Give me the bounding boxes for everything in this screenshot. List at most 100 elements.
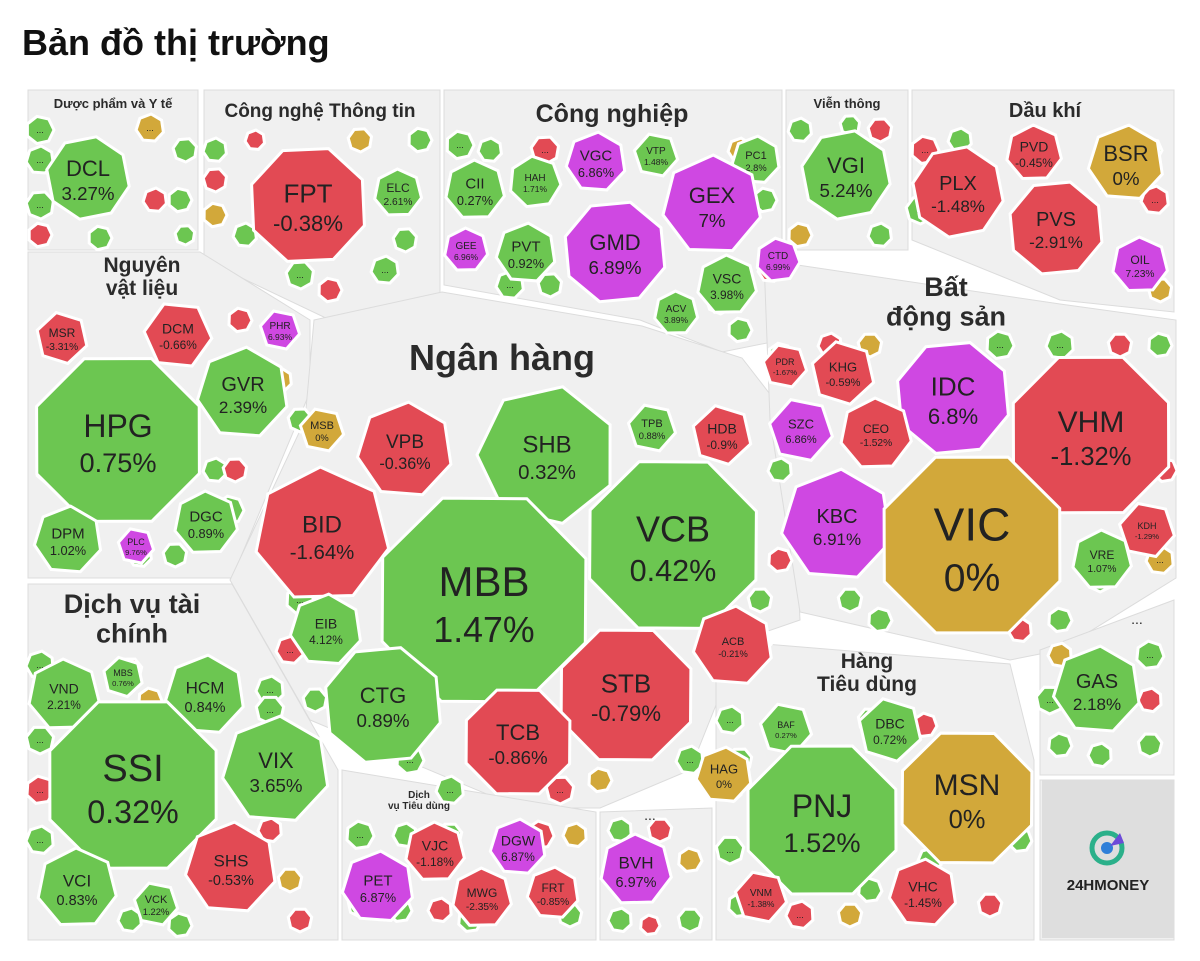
tile-acv[interactable]: [653, 289, 700, 335]
tile-frt[interactable]: [525, 865, 580, 919]
treemap-cell[interactable]: [141, 186, 168, 213]
tile-vnm[interactable]: [733, 870, 789, 924]
treemap-cell[interactable]: [231, 221, 258, 248]
tile-hdb[interactable]: [691, 404, 753, 466]
tile-bid[interactable]: [254, 465, 391, 599]
treemap-cell[interactable]: [24, 144, 55, 175]
treemap-cell[interactable]: [201, 136, 228, 163]
treemap-cell[interactable]: [161, 542, 189, 569]
tile-tpb[interactable]: [626, 403, 678, 453]
treemap-cell[interactable]: [1136, 686, 1163, 714]
tile-kbc[interactable]: [779, 467, 893, 579]
treemap-cell[interactable]: [639, 913, 662, 937]
treemap-cell[interactable]: [714, 835, 746, 866]
tile-elc[interactable]: [373, 167, 424, 217]
tile-pdr[interactable]: [761, 343, 809, 389]
treemap-cell[interactable]: [606, 906, 633, 934]
tile-pvs[interactable]: [1008, 180, 1104, 276]
treemap-cell[interactable]: [746, 587, 774, 614]
tile-vck[interactable]: [132, 881, 180, 927]
treemap-cell[interactable]: [27, 221, 54, 249]
tile-vre[interactable]: [1071, 528, 1134, 589]
treemap-cell[interactable]: [767, 546, 794, 574]
treemap-cell[interactable]: [867, 606, 894, 634]
treemap-cell[interactable]: [243, 128, 267, 151]
tile-cii[interactable]: [444, 158, 507, 219]
tile-idc[interactable]: [896, 341, 1010, 455]
treemap-cell[interactable]: [1047, 606, 1074, 634]
tile-pnj[interactable]: [746, 744, 898, 896]
tile-vix[interactable]: [220, 714, 330, 822]
treemap-cell[interactable]: [134, 112, 165, 143]
treemap-cell[interactable]: [345, 819, 376, 850]
treemap-cell[interactable]: [1047, 731, 1074, 758]
treemap-cell[interactable]: [1135, 639, 1166, 670]
tile-vci[interactable]: [36, 846, 118, 927]
tile-oil[interactable]: [1111, 235, 1170, 293]
tile-kdh[interactable]: [1117, 501, 1177, 559]
tile-bsr[interactable]: [1086, 123, 1164, 200]
treemap-cell[interactable]: [346, 127, 374, 154]
treemap-cell[interactable]: [836, 902, 864, 929]
treemap-cell[interactable]: [866, 221, 893, 248]
tile-khg[interactable]: [810, 340, 876, 406]
tile-shb[interactable]: [475, 385, 612, 525]
tile-vjc[interactable]: [404, 820, 467, 881]
treemap-cell[interactable]: [286, 907, 314, 934]
tile-hpg[interactable]: [35, 357, 201, 523]
tile-shs[interactable]: [183, 820, 277, 913]
tile-ceo[interactable]: [839, 396, 913, 469]
treemap-cell[interactable]: [985, 329, 1016, 361]
treemap-cell[interactable]: [677, 846, 704, 873]
tile-vgi[interactable]: [800, 129, 892, 221]
tile-dgc[interactable]: [173, 489, 240, 554]
tile-stb[interactable]: [559, 628, 693, 762]
tile-fpt[interactable]: [250, 147, 366, 263]
treemap-cell[interactable]: [227, 306, 254, 334]
tile-phr[interactable]: [258, 309, 302, 351]
treemap-cell[interactable]: [1086, 741, 1113, 769]
treemap-cell[interactable]: [676, 907, 704, 934]
tile-plx[interactable]: [911, 145, 1005, 239]
tile-tcb[interactable]: [464, 688, 572, 796]
tile-vsc[interactable]: [696, 253, 759, 314]
tile-vic[interactable]: [882, 455, 1062, 635]
treemap-cell[interactable]: [25, 114, 56, 146]
tile-dcm[interactable]: [142, 302, 214, 368]
tile-gex[interactable]: [661, 153, 763, 253]
treemap-cell[interactable]: [786, 116, 813, 143]
treemap-cell[interactable]: [434, 774, 465, 805]
treemap-cell[interactable]: [1106, 332, 1134, 359]
treemap-cell[interactable]: [836, 587, 864, 614]
treemap-cell[interactable]: [407, 126, 434, 154]
treemap-cell[interactable]: [445, 129, 476, 161]
tile-ctg[interactable]: [324, 646, 442, 764]
treemap-cell[interactable]: [561, 821, 588, 849]
tile-acb[interactable]: [691, 604, 773, 685]
treemap-cell[interactable]: [946, 126, 973, 153]
tile-gee[interactable]: [443, 226, 490, 272]
treemap-cell[interactable]: [476, 136, 503, 163]
treemap-cell[interactable]: [646, 817, 674, 844]
tile-ctd[interactable]: [755, 236, 802, 283]
tile-msb[interactable]: [298, 407, 346, 453]
tile-msn[interactable]: [900, 731, 1034, 865]
treemap-cell[interactable]: [167, 186, 194, 214]
tile-mwg[interactable]: [451, 866, 514, 927]
tile-dcl[interactable]: [45, 135, 131, 221]
tile-hcm[interactable]: [163, 653, 245, 734]
tile-vgc[interactable]: [564, 130, 627, 192]
tile-dbc[interactable]: [857, 697, 923, 763]
tile-pvd[interactable]: [1005, 123, 1064, 181]
tile-msr[interactable]: [35, 310, 89, 366]
treemap-cell[interactable]: [317, 276, 344, 304]
treemap-cell[interactable]: [173, 224, 197, 247]
treemap-cell[interactable]: [24, 824, 55, 855]
treemap-cell[interactable]: [727, 316, 754, 344]
treemap-cell[interactable]: [714, 704, 745, 735]
treemap-cell[interactable]: [587, 766, 614, 794]
treemap-cell[interactable]: [976, 892, 1004, 919]
tile-gas[interactable]: [1051, 644, 1141, 733]
tile-hag[interactable]: [694, 745, 753, 803]
tile-dgw[interactable]: [488, 817, 547, 875]
